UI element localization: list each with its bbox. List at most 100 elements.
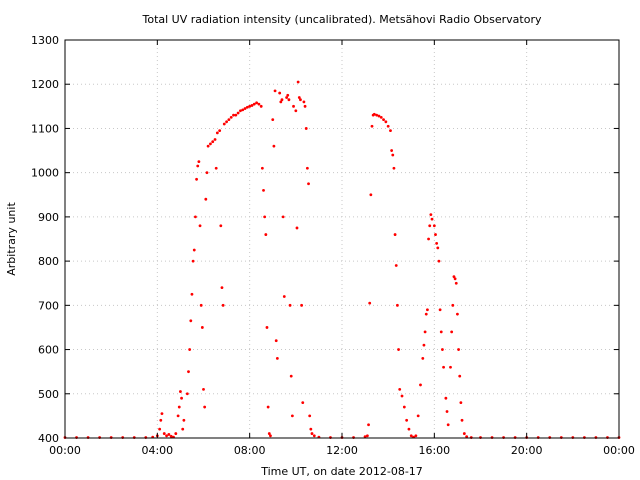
data-point bbox=[416, 414, 420, 418]
data-point bbox=[430, 217, 434, 221]
data-point bbox=[204, 197, 208, 201]
data-point bbox=[177, 405, 181, 409]
data-point bbox=[255, 101, 258, 105]
data-point bbox=[312, 434, 316, 438]
data-point bbox=[310, 432, 314, 435]
data-point bbox=[419, 383, 422, 387]
data-point bbox=[428, 224, 432, 228]
data-point bbox=[211, 140, 215, 144]
data-point bbox=[436, 246, 440, 250]
data-point bbox=[386, 124, 390, 128]
data-point bbox=[280, 98, 284, 102]
data-point bbox=[414, 434, 418, 438]
data-point bbox=[439, 330, 443, 334]
data-point bbox=[269, 434, 272, 438]
data-point bbox=[202, 387, 205, 391]
data-point bbox=[188, 348, 192, 351]
data-point bbox=[423, 330, 427, 334]
data-point bbox=[305, 166, 309, 170]
data-point bbox=[392, 166, 396, 170]
data-point bbox=[259, 104, 263, 108]
y-axis-ticks: 400 500 600 700 800 900 1000 1100 1200 1300 bbox=[31, 34, 619, 445]
data-point bbox=[176, 414, 180, 418]
data-point bbox=[369, 193, 373, 197]
data-point bbox=[289, 374, 293, 378]
y-tick-label: 600 bbox=[38, 344, 59, 357]
data-point bbox=[288, 303, 292, 307]
data-point bbox=[275, 357, 279, 360]
data-point bbox=[248, 104, 252, 108]
data-point bbox=[191, 259, 195, 263]
data-point bbox=[243, 107, 247, 110]
data-point bbox=[394, 264, 398, 267]
data-point bbox=[453, 277, 457, 281]
data-point bbox=[444, 396, 448, 400]
data-point bbox=[437, 259, 441, 263]
data-point bbox=[174, 432, 178, 435]
data-point bbox=[301, 401, 305, 405]
data-point bbox=[194, 215, 197, 219]
data-point bbox=[195, 177, 198, 181]
data-point bbox=[384, 120, 388, 124]
data-point bbox=[263, 215, 267, 219]
data-point bbox=[445, 410, 449, 413]
data-point bbox=[400, 394, 404, 398]
data-point bbox=[221, 303, 225, 307]
data-point bbox=[180, 396, 183, 400]
data-point bbox=[264, 233, 268, 236]
data-point bbox=[285, 96, 288, 99]
data-point bbox=[434, 233, 437, 236]
y-tick-label: 500 bbox=[38, 388, 59, 401]
data-point bbox=[165, 434, 168, 438]
data-point bbox=[452, 275, 456, 278]
data-point bbox=[296, 80, 300, 84]
data-point bbox=[215, 131, 219, 135]
y-tick-label: 400 bbox=[38, 432, 59, 445]
x-tick-label: 00:00 bbox=[603, 444, 635, 457]
data-point bbox=[190, 292, 194, 296]
data-point bbox=[446, 423, 450, 427]
data-point bbox=[441, 348, 444, 351]
data-point bbox=[209, 142, 212, 146]
data-point bbox=[451, 303, 455, 307]
data-point bbox=[389, 129, 392, 133]
data-point bbox=[457, 348, 460, 351]
x-axis-ticks: 00:00 04:00 08:00 12:00 16:00 20:00 00:00 bbox=[49, 40, 635, 457]
data-point bbox=[429, 213, 433, 217]
x-tick-label: 20:00 bbox=[511, 444, 543, 457]
data-point bbox=[232, 113, 235, 117]
data-point bbox=[286, 93, 290, 97]
data-point bbox=[198, 224, 202, 228]
data-point bbox=[442, 365, 445, 369]
data-point bbox=[458, 374, 462, 378]
y-tick-label: 1200 bbox=[31, 78, 59, 91]
data-point bbox=[278, 91, 282, 95]
data-point bbox=[422, 343, 426, 347]
data-point bbox=[375, 113, 379, 117]
data-point bbox=[266, 405, 270, 409]
data-point bbox=[407, 427, 411, 431]
data-point bbox=[432, 224, 436, 228]
data-point bbox=[271, 118, 275, 121]
data-point bbox=[427, 237, 430, 241]
data-point bbox=[370, 124, 374, 128]
data-point bbox=[424, 312, 428, 316]
data-point bbox=[279, 100, 283, 104]
data-point bbox=[308, 414, 312, 418]
data-point bbox=[372, 112, 376, 116]
data-point bbox=[260, 166, 264, 170]
y-tick-label: 800 bbox=[38, 255, 59, 268]
data-point bbox=[449, 365, 452, 369]
data-point bbox=[274, 339, 278, 343]
data-point bbox=[397, 348, 400, 351]
data-point bbox=[205, 171, 209, 175]
data-point bbox=[454, 281, 458, 285]
x-tick-label: 12:00 bbox=[326, 444, 358, 457]
data-point bbox=[162, 432, 166, 435]
data-point bbox=[459, 401, 463, 405]
data-point bbox=[391, 153, 395, 157]
data-point bbox=[181, 427, 185, 431]
data-point bbox=[368, 301, 372, 305]
data-point bbox=[225, 120, 228, 124]
